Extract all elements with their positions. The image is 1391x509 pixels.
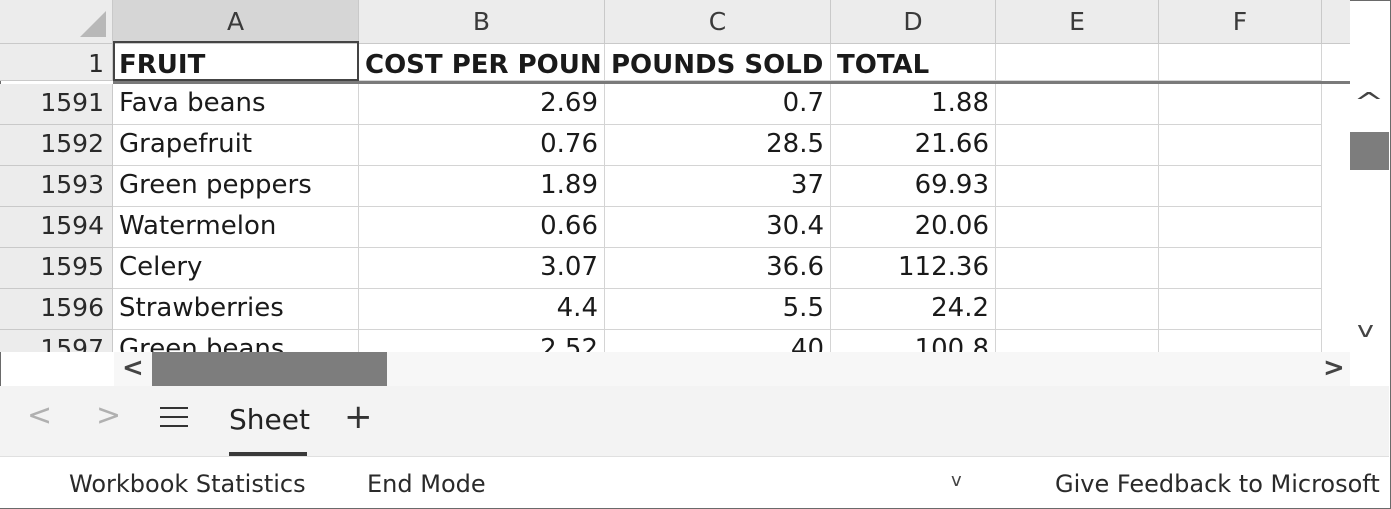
mode-indicator: End Mode xyxy=(367,470,486,498)
cell-pounds[interactable]: 0.7 xyxy=(605,84,831,125)
cell-f[interactable] xyxy=(1159,207,1322,248)
column-header-d[interactable]: D xyxy=(831,0,996,44)
cell-e[interactable] xyxy=(996,166,1159,207)
cell-cost[interactable]: 0.76 xyxy=(359,125,605,166)
cell-f[interactable] xyxy=(1159,248,1322,289)
cell-pounds[interactable]: 40 xyxy=(605,330,831,352)
cell-pounds[interactable]: 28.5 xyxy=(605,125,831,166)
cell-fruit[interactable]: Fava beans xyxy=(113,84,359,125)
cell-fruit[interactable]: Grapefruit xyxy=(113,125,359,166)
column-header-f[interactable]: F xyxy=(1159,0,1322,44)
cell-cost[interactable]: 0.66 xyxy=(359,207,605,248)
cell-fruit[interactable]: Strawberries xyxy=(113,289,359,330)
cell-e[interactable] xyxy=(996,330,1159,352)
cell-f[interactable] xyxy=(1159,330,1322,352)
cell-total[interactable]: 20.06 xyxy=(831,207,996,248)
cell-fruit[interactable]: Green beans xyxy=(113,330,359,352)
cell-pounds[interactable]: 5.5 xyxy=(605,289,831,330)
cell-total[interactable]: 112.36 xyxy=(831,248,996,289)
cell-f[interactable] xyxy=(1159,166,1322,207)
scroll-up-icon[interactable]: ^ xyxy=(1353,88,1385,118)
status-bar xyxy=(0,456,1389,508)
cell-e[interactable] xyxy=(996,207,1159,248)
row-header[interactable]: 1597 xyxy=(0,330,113,352)
cell-total[interactable]: 1.88 xyxy=(831,84,996,125)
vertical-scroll-thumb[interactable] xyxy=(1350,132,1389,170)
header-cell-e[interactable] xyxy=(996,44,1159,81)
row-header[interactable]: 1591 xyxy=(0,84,113,125)
column-header-e[interactable]: E xyxy=(996,0,1159,44)
table-row: 1594 Watermelon 0.66 30.4 20.06 xyxy=(0,207,1350,248)
scroll-left-icon[interactable]: < xyxy=(122,353,144,383)
select-all-button[interactable] xyxy=(0,0,113,44)
next-sheet-icon[interactable]: > xyxy=(96,398,122,433)
header-cell-cost[interactable]: COST PER POUND xyxy=(359,44,605,81)
select-all-icon xyxy=(80,11,106,37)
cell-cost[interactable]: 2.69 xyxy=(359,84,605,125)
spreadsheet-grid: A B C D E F 1 FRUIT COST PER POUND POUND… xyxy=(0,0,1350,352)
tab-sheet[interactable]: Sheet xyxy=(229,403,310,436)
row-header[interactable]: 1592 xyxy=(0,125,113,166)
cell-f[interactable] xyxy=(1159,289,1322,330)
row-header[interactable]: 1594 xyxy=(0,207,113,248)
cell-cost[interactable]: 4.4 xyxy=(359,289,605,330)
header-row: 1 FRUIT COST PER POUND POUNDS SOLD TOTAL xyxy=(0,44,1350,81)
cell-fruit[interactable]: Celery xyxy=(113,248,359,289)
cell-total[interactable]: 24.2 xyxy=(831,289,996,330)
table-row: 1597 Green beans 2.52 40 100.8 xyxy=(0,330,1350,352)
cell-fruit[interactable]: Watermelon xyxy=(113,207,359,248)
table-row: 1596 Strawberries 4.4 5.5 24.2 xyxy=(0,289,1350,330)
row-header[interactable]: 1595 xyxy=(0,248,113,289)
sheet-tabs-bar xyxy=(0,386,1389,456)
cell-e[interactable] xyxy=(996,84,1159,125)
table-row: 1593 Green peppers 1.89 37 69.93 xyxy=(0,166,1350,207)
cell-total[interactable]: 69.93 xyxy=(831,166,996,207)
row-header[interactable]: 1593 xyxy=(0,166,113,207)
workbook-statistics-button[interactable]: Workbook Statistics xyxy=(69,470,306,498)
cell-pounds[interactable]: 37 xyxy=(605,166,831,207)
active-tab-indicator xyxy=(229,452,307,456)
vertical-scrollbar[interactable] xyxy=(1350,84,1389,352)
cell-total[interactable]: 100.8 xyxy=(831,330,996,352)
cell-f[interactable] xyxy=(1159,125,1322,166)
cell-e[interactable] xyxy=(996,289,1159,330)
column-header-c[interactable]: C xyxy=(605,0,831,44)
cell-pounds[interactable]: 30.4 xyxy=(605,207,831,248)
row-header[interactable]: 1 xyxy=(0,44,113,81)
prev-sheet-icon[interactable]: < xyxy=(27,398,53,433)
chevron-down-icon[interactable]: v xyxy=(951,470,962,491)
scroll-right-icon[interactable]: > xyxy=(1323,353,1345,383)
row-header[interactable]: 1596 xyxy=(0,289,113,330)
column-header-overflow xyxy=(1322,0,1350,44)
header-cell-f[interactable] xyxy=(1159,44,1322,81)
scroll-down-icon[interactable]: v xyxy=(1357,318,1374,343)
cell-cost[interactable]: 2.52 xyxy=(359,330,605,352)
table-row: 1592 Grapefruit 0.76 28.5 21.66 xyxy=(0,125,1350,166)
column-header-b[interactable]: B xyxy=(359,0,605,44)
active-cell-outline xyxy=(113,41,359,81)
table-row: 1595 Celery 3.07 36.6 112.36 xyxy=(0,248,1350,289)
cell-e[interactable] xyxy=(996,248,1159,289)
horizontal-scroll-thumb[interactable] xyxy=(152,352,387,386)
freeze-pane-divider xyxy=(113,81,1350,84)
cell-cost[interactable]: 1.89 xyxy=(359,166,605,207)
column-header-a[interactable]: A xyxy=(113,0,359,44)
cell-pounds[interactable]: 36.6 xyxy=(605,248,831,289)
cell-e[interactable] xyxy=(996,125,1159,166)
header-cell-pounds[interactable]: POUNDS SOLD xyxy=(605,44,831,81)
cell-f[interactable] xyxy=(1159,84,1322,125)
cell-cost[interactable]: 3.07 xyxy=(359,248,605,289)
all-sheets-menu-icon[interactable] xyxy=(160,407,188,434)
header-cell-total[interactable]: TOTAL xyxy=(831,44,996,81)
table-row: 1591 Fava beans 2.69 0.7 1.88 xyxy=(0,84,1350,125)
cell-total[interactable]: 21.66 xyxy=(831,125,996,166)
cell-fruit[interactable]: Green peppers xyxy=(113,166,359,207)
feedback-link[interactable]: Give Feedback to Microsoft xyxy=(1055,470,1380,498)
add-sheet-icon[interactable]: + xyxy=(344,397,373,437)
